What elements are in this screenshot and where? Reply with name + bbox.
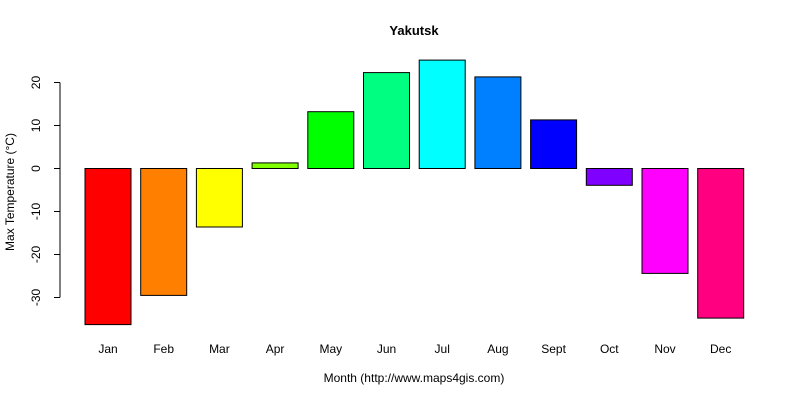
bar-oct bbox=[585, 168, 633, 186]
bar-may bbox=[307, 111, 355, 169]
bar-apr bbox=[251, 162, 299, 169]
chart-title: Yakutsk bbox=[389, 23, 439, 38]
bar-jul bbox=[418, 59, 466, 169]
x-tick-label: Oct bbox=[600, 342, 619, 356]
x-tick-label: Aug bbox=[487, 342, 508, 356]
x-tick-label: Sept bbox=[541, 342, 566, 356]
y-tick-label: 0 bbox=[29, 165, 43, 172]
bar-mar bbox=[195, 168, 243, 228]
bar-aug bbox=[474, 76, 522, 169]
bar-nov bbox=[641, 168, 689, 274]
bar-sept bbox=[530, 119, 578, 169]
x-tick-label: Apr bbox=[266, 342, 285, 356]
x-tick-label: Dec bbox=[710, 342, 731, 356]
x-tick-label: Feb bbox=[153, 342, 174, 356]
x-tick-label: Jul bbox=[435, 342, 450, 356]
x-tick-label: Mar bbox=[209, 342, 230, 356]
y-tick-label: -30 bbox=[29, 289, 43, 307]
x-tick-labels: Jan Feb Mar Apr May Jun Jul Aug Sept Oct Nov Dec bbox=[98, 342, 731, 356]
y-axis-label: Max Temperature (°C) bbox=[3, 133, 17, 251]
y-tick-label: 10 bbox=[29, 119, 43, 133]
bar-dec bbox=[697, 168, 745, 319]
x-tick-label: Nov bbox=[654, 342, 675, 356]
bar-jan bbox=[84, 168, 132, 326]
bar-feb bbox=[140, 168, 188, 296]
y-tick-label: -20 bbox=[29, 246, 43, 264]
x-tick-label: May bbox=[319, 342, 342, 356]
y-axis: -30 -20 -10 0 10 20 bbox=[29, 76, 61, 307]
x-tick-label: Jan bbox=[98, 342, 117, 356]
bars bbox=[84, 59, 745, 326]
y-tick-label: 20 bbox=[29, 76, 43, 90]
x-tick-label: Jun bbox=[377, 342, 396, 356]
y-tick-label: -10 bbox=[29, 203, 43, 221]
x-axis-label: Month (http://www.maps4gis.com) bbox=[324, 371, 505, 385]
bar-jun bbox=[363, 72, 410, 169]
